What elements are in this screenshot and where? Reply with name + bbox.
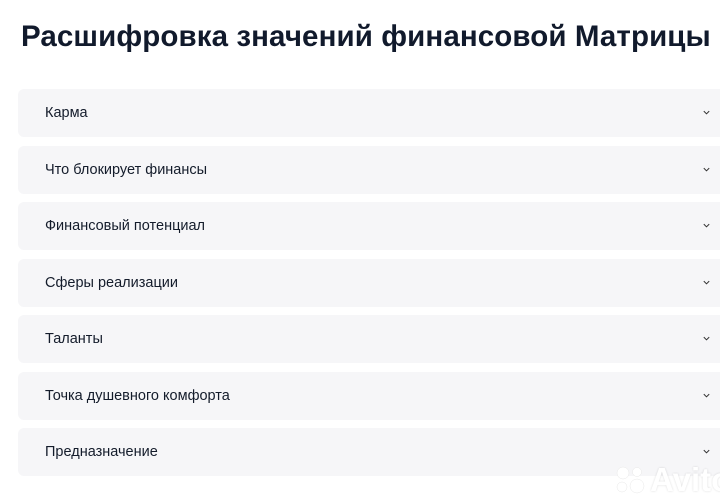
accordion-item[interactable]: Предназначение [18, 428, 720, 476]
accordion-item-label: Предназначение [45, 444, 158, 460]
accordion-item-label: Карма [45, 105, 88, 121]
page-title: Расшифровка значений финансовой Матрицы [21, 20, 711, 53]
accordion-item-label: Точка душевного комфорта [45, 388, 230, 404]
accordion-item[interactable]: Карма [18, 89, 720, 137]
accordion-item-label: Что блокирует финансы [45, 162, 208, 178]
chevron-down-icon[interactable] [702, 165, 711, 174]
accordion-item[interactable]: Что блокирует финансы [18, 146, 720, 194]
chevron-down-icon[interactable] [702, 447, 711, 456]
accordion-item[interactable]: Таланты [18, 315, 720, 363]
chevron-down-icon[interactable] [702, 108, 711, 117]
accordion-item-label: Финансовый потенциал [45, 218, 206, 234]
accordion-item[interactable]: Финансовый потенциал [18, 202, 720, 250]
avito-watermark: Avito [614, 461, 720, 499]
accordion-item-label: Таланты [45, 331, 103, 347]
chevron-down-icon[interactable] [702, 391, 711, 400]
accordion-item-label: Сферы реализации [45, 275, 178, 291]
chevron-down-icon[interactable] [702, 221, 711, 230]
accordion-item[interactable]: Точка душевного комфорта [18, 372, 720, 420]
chevron-down-icon[interactable] [702, 278, 711, 287]
chevron-down-icon[interactable] [702, 334, 711, 343]
avito-logo-icon [616, 466, 645, 494]
watermark-text: Avito [650, 461, 720, 498]
accordion-item[interactable]: Сферы реализации [18, 259, 720, 307]
